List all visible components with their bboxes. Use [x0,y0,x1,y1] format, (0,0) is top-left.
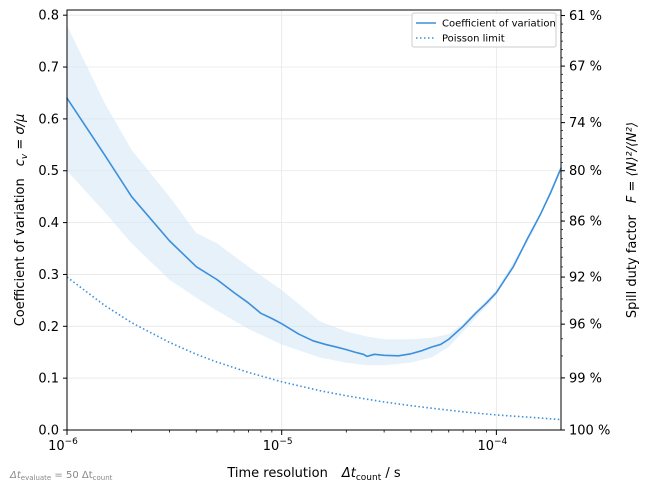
spread-band-layer [67,25,561,366]
right-axis-tick-label: 86 % [569,215,602,230]
x-axis-label-text: Time resolution [226,466,327,481]
y-tick-label: 0.3 [38,268,59,283]
y-tick-label: 0.8 [38,9,59,24]
right-axis-tick-label: 96 % [569,318,602,333]
cv-series-line [66,97,562,358]
right-axis-label-formula: F = ⟨N⟩²/⟨N²⟩ [625,122,640,203]
right-axis-tick-label: 61 % [569,9,602,24]
y-axis-label-symbol: c [13,159,28,166]
x-axis-label: Time resolution Δtcount / s [226,466,401,483]
y-tick-label: 0.6 [38,112,59,127]
footnote-symbol: Δt [9,470,22,481]
y-tick-label: 0.1 [38,372,59,387]
footnote-sub: evaluate [21,474,51,482]
x-axis-label-symbol: Δt [341,466,357,481]
right-axis-label: Spill duty factor F = ⟨N⟩²/⟨N²⟩ [625,122,640,318]
spread-band [67,25,561,366]
right-axis-tick-label: 74 % [569,116,602,131]
y-axis-label-sub: v [20,153,30,159]
right-axis-tick-label: 67 % [569,60,602,75]
y-tick-label: 0.7 [38,61,59,76]
y-axis-label-text: Coefficient of variation [13,178,28,326]
footnote: Δtevaluate = 50 Δtcount [9,470,113,482]
y-tick-label: 0.2 [38,320,59,335]
legend-entry-cv: Coefficient of variation [442,19,556,30]
right-axis-tick-label: 80 % [569,164,602,179]
x-axis-label-unit: / s [381,466,401,481]
axis-ticks: 0.0 0.1 0.2 0.3 0.4 0.5 0.6 0.7 0.8 10−6 10−5 10−4 1… [38,9,610,454]
right-axis-tick-label: 100 % [569,424,610,439]
legend-box [411,12,557,48]
series-layer [66,97,562,421]
plot-frame [66,9,562,431]
x-tick-label: 10−4 [477,437,507,454]
legend: Coefficient of variation Poisson limit [411,12,557,48]
right-axis-label-text: Spill duty factor [625,214,640,318]
y-axis-label: Coefficient of variation cv = σ/μ [13,114,30,327]
footnote-rhs: = 50 Δt [51,470,92,481]
y-tick-label: 0.0 [38,424,59,439]
x-axis-label-sub: count [356,473,382,483]
y-axis-label-rhs: = σ/μ [13,114,28,154]
y-tick-label: 0.4 [38,216,59,231]
footnote-sub2: count [93,474,113,482]
y-tick-label: 0.5 [38,164,59,179]
right-axis-tick-label: 99 % [569,371,602,386]
x-tick-label: 10−6 [48,437,78,454]
legend-entry-poisson: Poisson limit [442,34,505,45]
poisson-limit-line [66,276,562,421]
x-tick-label: 10−5 [263,437,293,454]
right-axis-tick-label: 92 % [569,271,602,286]
